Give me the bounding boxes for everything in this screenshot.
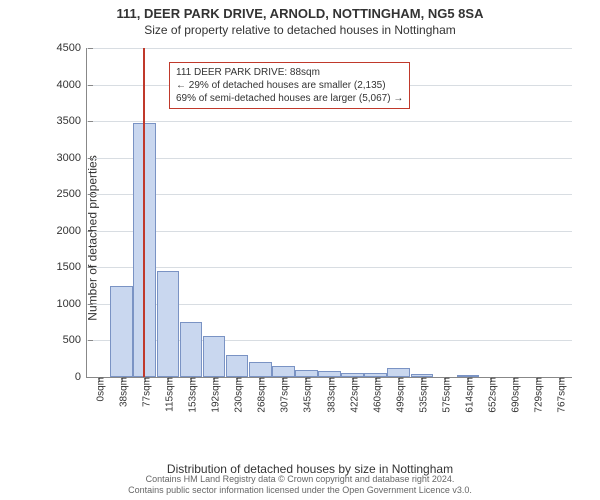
x-tick-label: 422sqm	[345, 377, 360, 413]
histogram-bar	[180, 322, 203, 377]
x-tick-label: 614sqm	[461, 377, 476, 413]
x-tick-label: 77sqm	[137, 377, 152, 407]
x-tick-label: 652sqm	[484, 377, 499, 413]
annotation-box: 111 DEER PARK DRIVE: 88sqm ← 29% of deta…	[169, 62, 410, 109]
x-tick-label: 767sqm	[553, 377, 568, 413]
y-tick-label: 3500	[57, 115, 87, 127]
histogram-bar	[110, 286, 133, 377]
property-marker-line	[143, 48, 145, 377]
y-tick-label: 4500	[57, 42, 87, 54]
y-tick-label: 2500	[57, 188, 87, 200]
plot-area: 0500100015002000250030003500400045000sqm…	[86, 48, 572, 378]
y-tick-label: 4000	[57, 79, 87, 91]
histogram-bar	[203, 336, 226, 377]
x-tick-label: 192sqm	[207, 377, 222, 413]
x-tick-label: 115sqm	[160, 377, 175, 412]
x-tick-label: 0sqm	[91, 377, 106, 401]
x-tick-label: 535sqm	[414, 377, 429, 413]
histogram-bar	[157, 271, 180, 377]
histogram-bar	[295, 370, 318, 377]
annotation-line: ← 29% of detached houses are smaller (2,…	[176, 79, 403, 92]
y-tick-label: 2000	[57, 225, 87, 237]
gridline	[87, 121, 572, 122]
y-tick-label: 1500	[57, 261, 87, 273]
x-tick-label: 38sqm	[114, 377, 129, 407]
x-tick-label: 345sqm	[299, 377, 314, 413]
histogram-bar	[133, 123, 156, 377]
x-tick-label: 268sqm	[253, 377, 268, 413]
footer-line: Contains public sector information licen…	[128, 485, 472, 496]
gridline	[87, 231, 572, 232]
x-tick-label: 690sqm	[507, 377, 522, 413]
attribution-footer: Contains HM Land Registry data © Crown c…	[128, 474, 472, 496]
y-tick-label: 500	[63, 334, 87, 346]
histogram-bar	[387, 368, 410, 377]
annotation-line: 69% of semi-detached houses are larger (…	[176, 92, 403, 105]
y-tick-label: 3000	[57, 152, 87, 164]
page-title: 111, DEER PARK DRIVE, ARNOLD, NOTTINGHAM…	[0, 6, 600, 21]
histogram-bar	[226, 355, 249, 377]
x-tick-label: 153sqm	[183, 377, 198, 413]
x-tick-label: 230sqm	[230, 377, 245, 413]
footer-line: Contains HM Land Registry data © Crown c…	[128, 474, 472, 485]
histogram-bar	[249, 362, 272, 377]
x-tick-label: 307sqm	[276, 377, 291, 413]
chart-container: Number of detached properties 0500100015…	[40, 48, 580, 428]
y-tick-label: 0	[75, 371, 87, 383]
gridline	[87, 48, 572, 49]
histogram-bar	[272, 366, 295, 377]
title-block: 111, DEER PARK DRIVE, ARNOLD, NOTTINGHAM…	[0, 0, 600, 37]
x-tick-label: 460sqm	[368, 377, 383, 413]
gridline	[87, 267, 572, 268]
y-tick-label: 1000	[57, 298, 87, 310]
page-subtitle: Size of property relative to detached ho…	[0, 23, 600, 37]
annotation-line: 111 DEER PARK DRIVE: 88sqm	[176, 66, 403, 79]
x-tick-label: 499sqm	[391, 377, 406, 413]
gridline	[87, 194, 572, 195]
gridline	[87, 158, 572, 159]
x-tick-label: 729sqm	[530, 377, 545, 413]
x-tick-label: 575sqm	[437, 377, 452, 413]
x-tick-label: 383sqm	[322, 377, 337, 413]
